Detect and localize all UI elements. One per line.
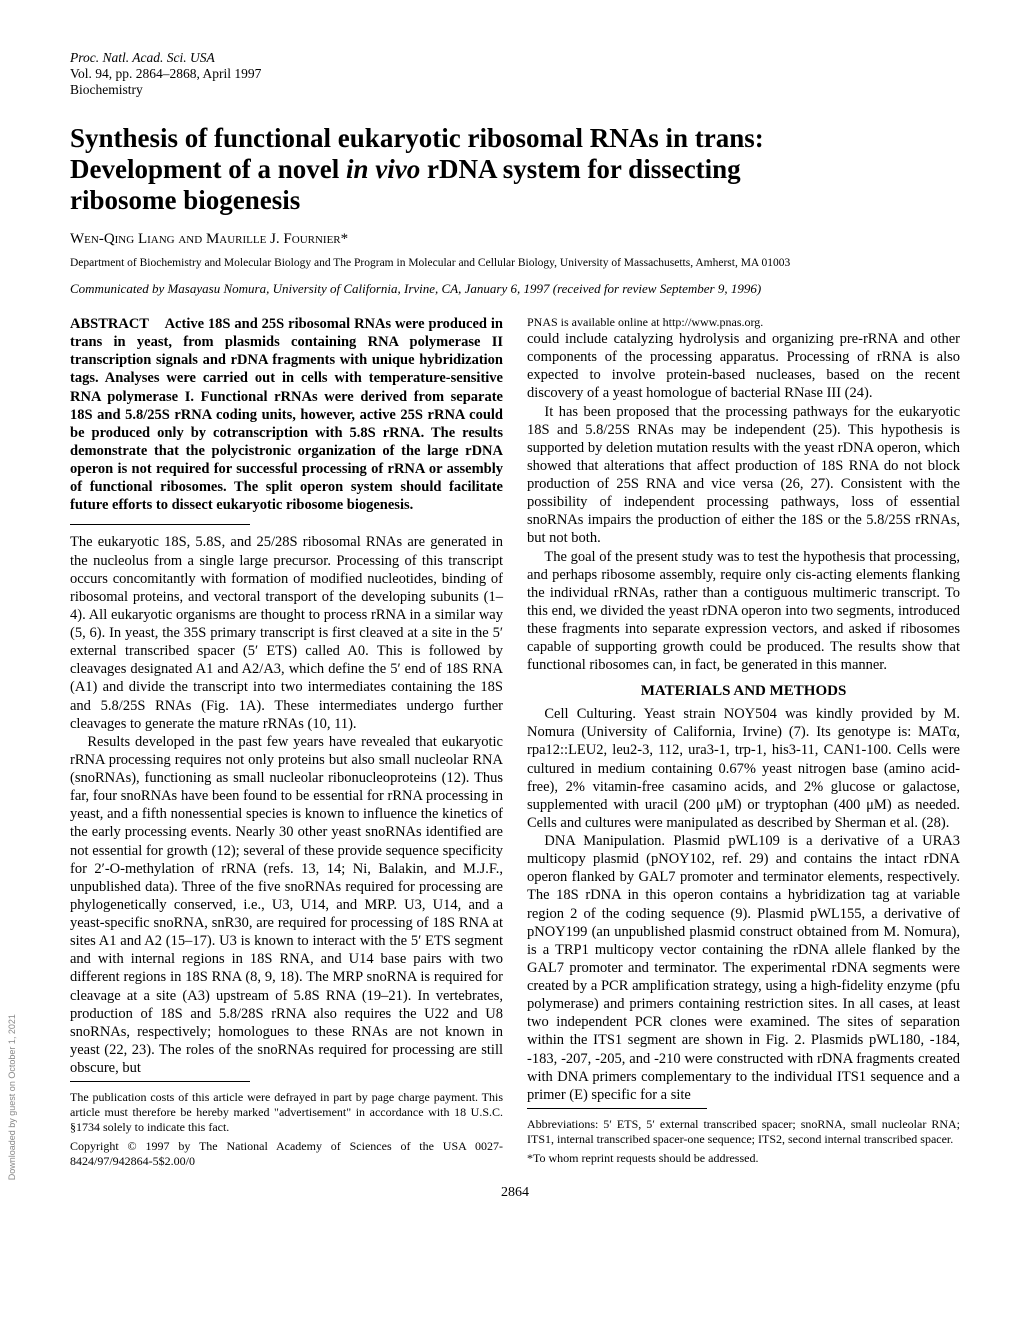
intro-paragraph-1: The eukaryotic 18S, 5.8S, and 25/28S rib… xyxy=(70,533,503,732)
volume-pages: Vol. 94, pp. 2864–2868, April 1997 xyxy=(70,66,960,82)
communicated-by: Communicated by Masayasu Nomura, Univers… xyxy=(70,281,960,297)
mm-paragraph-2: DNA Manipulation. Plasmid pWL109 is a de… xyxy=(527,832,960,1104)
intro-paragraph-2: Results developed in the past few years … xyxy=(70,733,503,1077)
abstract-separator xyxy=(70,524,250,525)
footnote-separator-left xyxy=(70,1081,250,1082)
footnote-url: PNAS is available online at http://www.p… xyxy=(527,315,960,330)
article-title: Synthesis of functional eukaryotic ribos… xyxy=(70,123,960,216)
download-watermark: Downloaded by guest on October 1, 2021 xyxy=(7,1014,18,1180)
page-number: 2864 xyxy=(70,1184,960,1202)
col2-paragraph-3: The goal of the present study was to tes… xyxy=(527,548,960,675)
journal-name: Proc. Natl. Acad. Sci. USA xyxy=(70,50,960,66)
header-meta: Proc. Natl. Acad. Sci. USA Vol. 94, pp. … xyxy=(70,50,960,99)
title-line-1: Synthesis of functional eukaryotic ribos… xyxy=(70,123,764,153)
title-line-2a: Development of a novel xyxy=(70,154,346,184)
body-columns: ABSTRACT Active 18S and 25S ribosomal RN… xyxy=(70,315,960,1170)
col2-paragraph-1: could include catalyzing hydrolysis and … xyxy=(527,330,960,403)
abstract-body: Active 18S and 25S ribosomal RNAs were p… xyxy=(70,316,503,513)
title-italic: in vivo xyxy=(346,154,420,184)
footnote-publication: The publication costs of this article we… xyxy=(70,1090,503,1135)
department: Department of Biochemistry and Molecular… xyxy=(70,256,960,270)
title-line-2b: rDNA system for dissecting xyxy=(420,154,740,184)
col2-paragraph-2: It has been proposed that the processing… xyxy=(527,403,960,548)
footnote-copyright: Copyright © 1997 by The National Academy… xyxy=(70,1139,503,1169)
footnote-correspondence: *To whom reprint requests should be addr… xyxy=(527,1151,960,1166)
mm-paragraph-1: Cell Culturing. Yeast strain NOY504 was … xyxy=(527,705,960,832)
authors: Wen-Qing Liang and Maurille J. Fournier* xyxy=(70,230,960,249)
abstract-label: ABSTRACT xyxy=(70,316,149,332)
subject: Biochemistry xyxy=(70,82,960,98)
title-line-3: ribosome biogenesis xyxy=(70,185,300,215)
footnote-abbreviations: Abbreviations: 5′ ETS, 5′ external trans… xyxy=(527,1117,960,1147)
footnote-separator-right xyxy=(527,1108,707,1109)
materials-methods-heading: MATERIALS AND METHODS xyxy=(527,682,960,701)
abstract: ABSTRACT Active 18S and 25S ribosomal RN… xyxy=(70,315,503,514)
